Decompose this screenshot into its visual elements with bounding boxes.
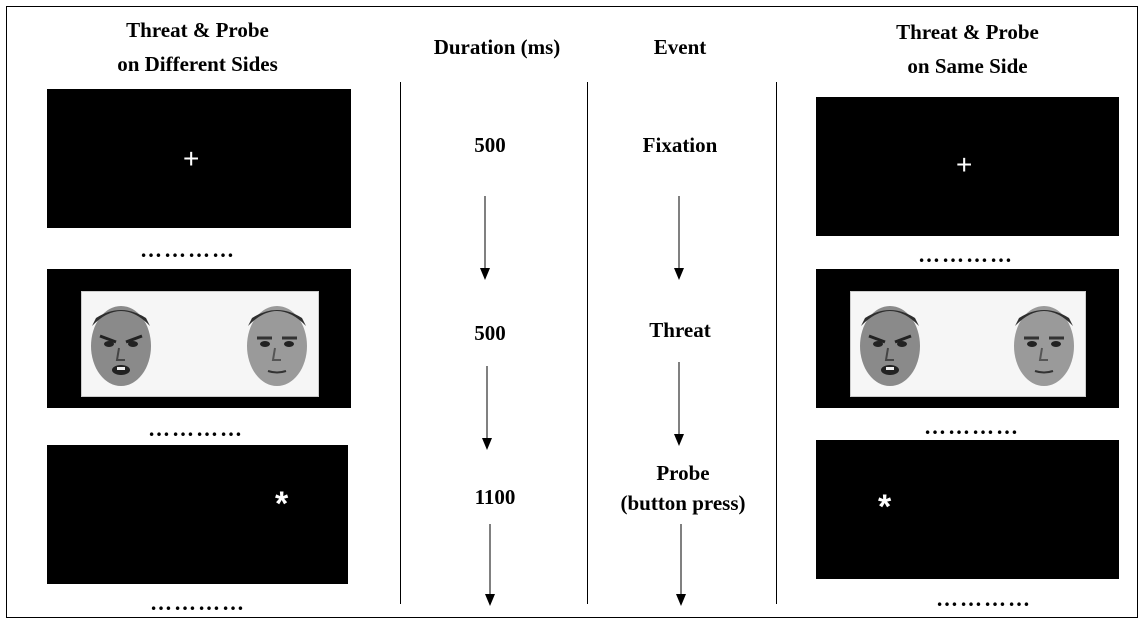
down-arrow-icon [480, 366, 494, 450]
down-arrow-icon [478, 196, 492, 280]
down-arrow-icon [672, 196, 686, 280]
down-arrow-icon [672, 362, 686, 446]
probe-asterisk: * [878, 490, 891, 524]
fixation-cross: + [183, 145, 199, 173]
left-header-line-1: Threat & Probe [70, 13, 325, 47]
left-probe-screen: * [47, 445, 348, 584]
right-probe-screen: * [816, 440, 1119, 579]
left-column-header: Threat & Probe on Different Sides [70, 13, 325, 81]
down-arrow-icon [483, 524, 497, 606]
left-threat-screen [47, 269, 351, 408]
duration-value-3: 1100 [445, 482, 545, 512]
face-pair-panel [850, 291, 1086, 397]
event-fixation: Fixation [600, 130, 760, 160]
right-separator-2: ………… [924, 416, 1020, 438]
left-separator-3: ………… [150, 592, 246, 614]
probe-asterisk: * [275, 487, 288, 521]
duration-value-2: 500 [440, 318, 540, 348]
duration-value-1: 500 [440, 130, 540, 160]
right-column-header: Threat & Probe on Same Side [835, 15, 1100, 83]
right-threat-screen [816, 269, 1119, 408]
event-probe: Probe (button press) [588, 458, 778, 518]
duration-column-header: Duration (ms) [402, 30, 592, 64]
down-arrow-icon [674, 524, 688, 606]
face-photo-icon [242, 296, 312, 392]
right-header-line-1: Threat & Probe [835, 15, 1100, 49]
face-photo-icon [1009, 296, 1079, 392]
right-separator-3: ………… [936, 588, 1032, 610]
right-fixation-screen: + [816, 97, 1119, 236]
face-pair-panel [81, 291, 319, 397]
right-header-line-2: on Same Side [835, 49, 1100, 83]
left-header-line-2: on Different Sides [70, 47, 325, 81]
divider-line-1 [400, 82, 401, 604]
divider-line-3 [776, 82, 777, 604]
left-separator-1: ………… [140, 239, 236, 261]
left-fixation-screen: + [47, 89, 351, 228]
event-column-header: Event [600, 30, 760, 64]
divider-line-2 [587, 82, 588, 604]
event-probe-label: Probe [588, 458, 778, 488]
face-photo-icon [855, 296, 925, 392]
right-separator-1: ………… [918, 244, 1014, 266]
event-threat: Threat [600, 315, 760, 345]
event-probe-note: (button press) [588, 488, 778, 518]
left-separator-2: ………… [148, 418, 244, 440]
fixation-cross: + [956, 151, 972, 179]
face-photo-icon [86, 296, 156, 392]
